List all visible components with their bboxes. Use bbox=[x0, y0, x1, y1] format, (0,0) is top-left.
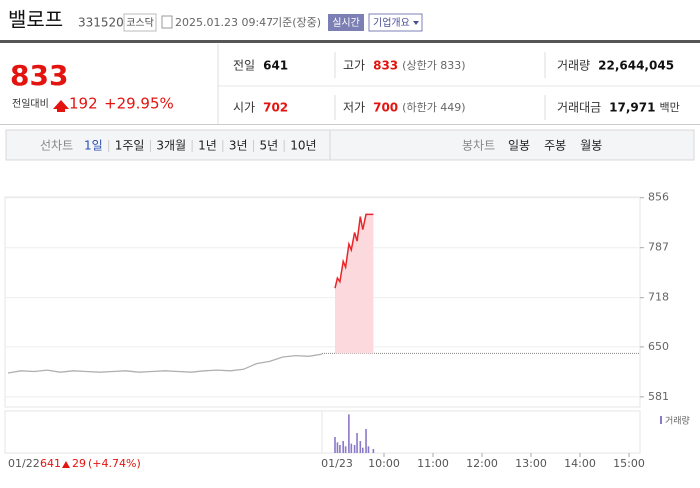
realtime[interactable]: 실시간 bbox=[332, 17, 360, 29]
header-rule bbox=[0, 40, 700, 43]
summary-label: 저가 bbox=[343, 101, 365, 115]
current-price: 833 bbox=[10, 59, 68, 92]
x-date-label: 01/23 bbox=[321, 457, 353, 470]
summary-note: (상한가 833) bbox=[402, 59, 465, 72]
summary: 전일 641 고가 833 (상한가 833) 거래량 22,644,045 시가 702 저가 7… bbox=[233, 59, 680, 115]
tab[interactable]: 10년 bbox=[290, 139, 316, 153]
market-badge bbox=[123, 13, 157, 32]
overview[interactable]: 기업개요 bbox=[373, 16, 410, 29]
y-tick-label: 581 bbox=[648, 390, 669, 403]
tab-bar bbox=[5, 129, 695, 161]
summary-value: 17,971 bbox=[609, 101, 655, 115]
volume-bar bbox=[367, 446, 370, 453]
summary-value: 700 bbox=[373, 101, 398, 115]
volume-bar bbox=[348, 414, 350, 453]
tab[interactable]: 일봉 bbox=[508, 139, 530, 153]
price-chart: 581 650 718 787 856 거래량 01/23 10:00 11:00 12:00 13… bbox=[4, 191, 690, 470]
area-fill bbox=[335, 214, 374, 354]
basis: 기준(장중) bbox=[272, 16, 321, 29]
summary-label: 시가 bbox=[233, 101, 255, 115]
summary-note: (하한가 449) bbox=[402, 100, 465, 114]
summary-label: 고가 bbox=[343, 59, 365, 73]
x-tick-label: 13:00 bbox=[515, 457, 547, 470]
up-arrow bbox=[53, 100, 69, 112]
summary-label: 거래량 bbox=[557, 59, 590, 73]
rule bbox=[0, 124, 700, 125]
summary-value: 833 bbox=[373, 59, 398, 73]
change: 192 bbox=[69, 95, 98, 113]
change-pct: +29.95% bbox=[104, 95, 174, 113]
footer-date: 01/22 bbox=[8, 457, 40, 470]
tab[interactable]: 월봉 bbox=[580, 139, 602, 153]
footer-up bbox=[62, 461, 70, 468]
y-tick-label: 718 bbox=[648, 291, 669, 304]
legend-swatch bbox=[660, 416, 662, 424]
y-tick-label: 856 bbox=[648, 191, 669, 204]
market: 코스닥 bbox=[126, 17, 154, 29]
tab[interactable]: 1년 bbox=[198, 139, 217, 153]
stock-name: 밸로프 bbox=[8, 8, 63, 32]
volume-bar bbox=[344, 446, 347, 453]
x-tick-label: 11:00 bbox=[417, 457, 449, 470]
tab[interactable]: 3개월 bbox=[156, 139, 186, 153]
summary-label: 거래대금 bbox=[557, 101, 601, 115]
volume-bar bbox=[334, 437, 336, 453]
calendar-icon bbox=[161, 15, 173, 29]
volume-bar bbox=[356, 433, 358, 453]
summary-label: 전일 bbox=[233, 59, 255, 73]
plot-frame bbox=[4, 196, 641, 408]
summary-unit: 백만 bbox=[659, 101, 679, 114]
tab[interactable]: 주봉 bbox=[544, 139, 566, 153]
previous-day-line bbox=[7, 353, 323, 374]
volume-bar bbox=[339, 445, 341, 453]
footer-change-pct: (+4.74%) bbox=[88, 457, 141, 470]
volume-bar bbox=[336, 442, 339, 453]
tab[interactable]: 5년 bbox=[260, 139, 279, 153]
volume-bar bbox=[361, 447, 364, 453]
x-tick-label: 14:00 bbox=[564, 457, 596, 470]
stock-code: 331520 bbox=[78, 16, 124, 30]
tab[interactable]: 1주일 bbox=[115, 139, 145, 153]
x-tick-label: 12:00 bbox=[466, 457, 498, 470]
price-line bbox=[334, 213, 374, 289]
volume-bar bbox=[365, 429, 367, 453]
x-tick-label: 10:00 bbox=[368, 457, 400, 470]
realtime-badge[interactable] bbox=[328, 14, 364, 31]
legend-label: 거래량 bbox=[665, 415, 690, 427]
datetime: 2025.01.23 09:47 bbox=[175, 16, 273, 29]
summary-value: 641 bbox=[263, 59, 288, 73]
volume-bar bbox=[359, 441, 362, 453]
volume-bar bbox=[350, 443, 353, 453]
volume-bar bbox=[372, 449, 375, 453]
tab[interactable]: 3년 bbox=[229, 139, 248, 153]
change-label: 전일대비 bbox=[12, 98, 49, 110]
footer-change: 29 bbox=[72, 457, 86, 470]
dropdown-arrow bbox=[413, 21, 419, 25]
y-tick-label: 787 bbox=[648, 241, 669, 254]
volume-bar bbox=[353, 445, 356, 453]
summary-value: 22,644,045 bbox=[598, 59, 674, 73]
tab-label: 선차트 bbox=[40, 139, 73, 153]
overview-button[interactable] bbox=[368, 13, 423, 32]
tab[interactable]: 1일 bbox=[84, 139, 103, 153]
volume-bar bbox=[342, 441, 344, 453]
tab-label: 봉차트 bbox=[462, 139, 495, 153]
footer-close: 641 bbox=[40, 457, 61, 470]
y-tick-label: 650 bbox=[648, 340, 669, 353]
summary-value: 702 bbox=[263, 101, 288, 115]
x-tick-label: 15:00 bbox=[613, 457, 645, 470]
tabs: 선차트 1일 1주일 3개월 1년 3년 5년 10년 봉차트 일봉 주봉 월봉 bbox=[40, 139, 602, 153]
